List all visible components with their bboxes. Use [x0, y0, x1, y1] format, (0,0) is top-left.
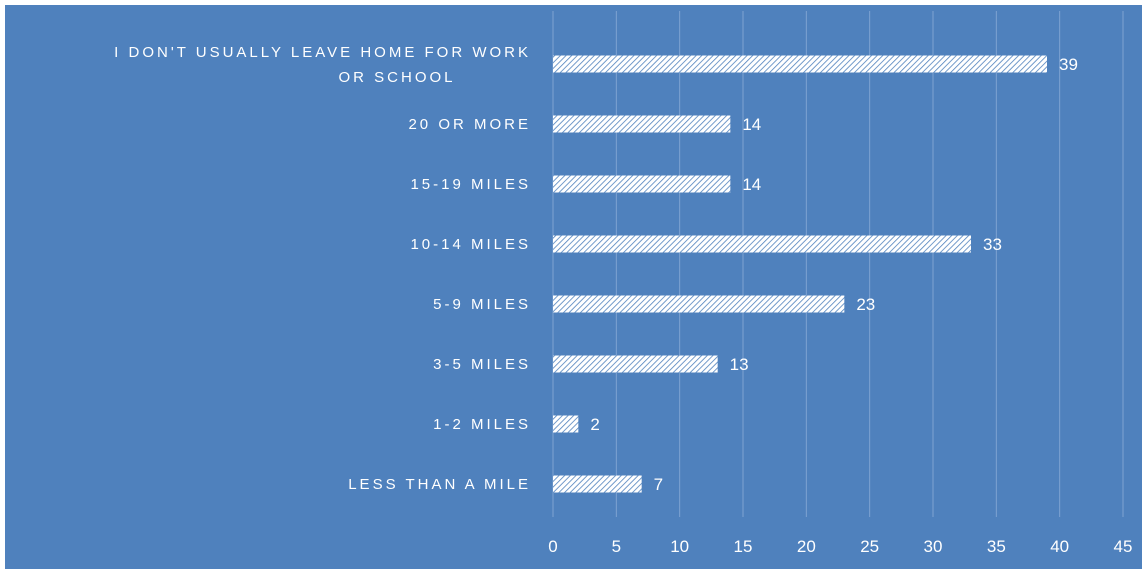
bar [553, 475, 642, 493]
category-label: 3-5 MILES [433, 356, 531, 373]
data-label: 23 [856, 295, 875, 314]
data-label: 2 [590, 415, 599, 434]
bar [553, 115, 731, 133]
x-tick-label: 5 [612, 537, 621, 556]
bar [553, 175, 731, 193]
data-label: 14 [742, 115, 761, 134]
data-label: 13 [730, 355, 749, 374]
category-label: 1-2 MILES [433, 416, 531, 433]
data-label: 7 [654, 475, 663, 494]
x-tick-label: 20 [797, 537, 816, 556]
labels: 0 5 10 15 20 25 30 35 40 45 39 I DON'T USUALLY LEAV… [114, 44, 1132, 556]
gridlines [552, 11, 1124, 517]
bar [553, 55, 1047, 73]
chart-frame: 0 5 10 15 20 25 30 35 40 45 39 I DON'T USUALLY LEAV… [5, 5, 1142, 569]
category-label: OR SCHOOL [338, 69, 455, 86]
category-label: 20 OR MORE [408, 116, 531, 133]
x-tick-label: 45 [1114, 537, 1133, 556]
data-label: 33 [983, 235, 1002, 254]
data-label: 39 [1059, 55, 1078, 74]
x-tick-label: 0 [548, 537, 557, 556]
category-label: 15-19 MILES [410, 176, 531, 193]
bar [553, 295, 845, 313]
x-tick-label: 10 [670, 537, 689, 556]
category-label: LESS THAN A MILE [348, 476, 531, 493]
x-tick-label: 35 [987, 537, 1006, 556]
category-label: I DON'T USUALLY LEAVE HOME FOR WORK [114, 44, 531, 61]
category-label: 5-9 MILES [433, 296, 531, 313]
x-tick-label: 15 [734, 537, 753, 556]
x-tick-label: 25 [860, 537, 879, 556]
bar [553, 355, 718, 373]
category-label: 10-14 MILES [410, 236, 531, 253]
bar-chart: 0 5 10 15 20 25 30 35 40 45 39 I DON'T USUALLY LEAV… [114, 11, 1132, 556]
bar [553, 235, 971, 253]
x-tick-label: 30 [924, 537, 943, 556]
bars [553, 55, 1047, 493]
x-tick-label: 40 [1050, 537, 1069, 556]
bar [553, 415, 579, 433]
data-label: 14 [742, 175, 761, 194]
